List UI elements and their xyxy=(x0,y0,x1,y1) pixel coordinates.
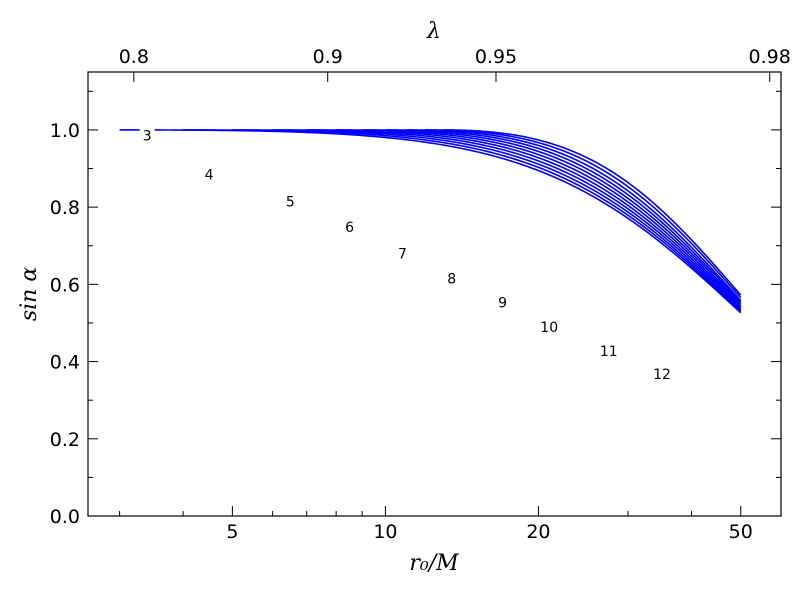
series-line-11 xyxy=(406,129,742,301)
series-line-5 xyxy=(232,129,742,311)
top-tick-label: 0.98 xyxy=(749,46,791,68)
contour-label-background xyxy=(444,269,460,288)
top-tick-label: 0.95 xyxy=(475,46,517,68)
contour-label-4: 4 xyxy=(205,167,214,183)
y-tick-label: 0.4 xyxy=(50,352,80,374)
contour-label-background xyxy=(537,317,562,336)
x-tick-label: 50 xyxy=(729,521,753,543)
contour-label-background xyxy=(495,293,511,312)
series-line-12 xyxy=(425,129,742,299)
contour-label-12: 12 xyxy=(653,367,671,383)
contour-label-background xyxy=(282,192,298,211)
tick-labels-group: 5 10 20 50 0.0 0.2 0.4 0.6 0.8 1.0 0.8 0.9 0.95 0.98 xyxy=(50,46,791,543)
series-line-8 xyxy=(336,129,742,307)
top-tick-label: 0.8 xyxy=(119,46,149,68)
series-line-9 xyxy=(362,129,742,305)
series-line-3 xyxy=(119,129,742,314)
contour-label-background xyxy=(394,244,410,263)
contour-label-background xyxy=(201,165,217,184)
x-tick-label: 20 xyxy=(526,521,550,543)
y-axis-title: sin α xyxy=(17,267,42,321)
contour-labels-group: 3 4 5 6 7 8 9 10 11 12 xyxy=(139,126,674,383)
y-tick-label: 0.2 xyxy=(50,429,80,451)
series-line-10 xyxy=(385,129,742,303)
contour-label-background xyxy=(596,341,621,360)
y-tick-label: 0.0 xyxy=(50,506,80,528)
contour-label-11: 11 xyxy=(600,344,618,360)
contour-label-9: 9 xyxy=(498,295,507,311)
contour-label-background xyxy=(649,364,674,383)
top-axis-title: λ xyxy=(426,19,441,44)
y-tick-label: 0.6 xyxy=(50,274,80,296)
x-axis-title: r₀/M xyxy=(409,551,459,576)
top-tick-label: 0.9 xyxy=(313,46,343,68)
contour-label-background xyxy=(139,126,155,145)
contour-label-5: 5 xyxy=(286,194,295,210)
contour-label-3: 3 xyxy=(143,129,152,145)
contour-label-6: 6 xyxy=(345,220,354,236)
plot-frame xyxy=(87,71,782,517)
contour-label-7: 7 xyxy=(398,246,407,262)
x-tick-label: 5 xyxy=(226,521,238,543)
ticks-group xyxy=(88,72,781,517)
curves-group xyxy=(119,129,742,314)
y-tick-label: 0.8 xyxy=(50,197,80,219)
contour-label-10: 10 xyxy=(540,320,558,336)
contour-label-8: 8 xyxy=(447,272,456,288)
series-line-extra-10 xyxy=(443,129,742,296)
contour-label-background xyxy=(342,218,358,237)
y-tick-label: 1.0 xyxy=(50,120,80,142)
x-tick-label: 10 xyxy=(373,521,397,543)
